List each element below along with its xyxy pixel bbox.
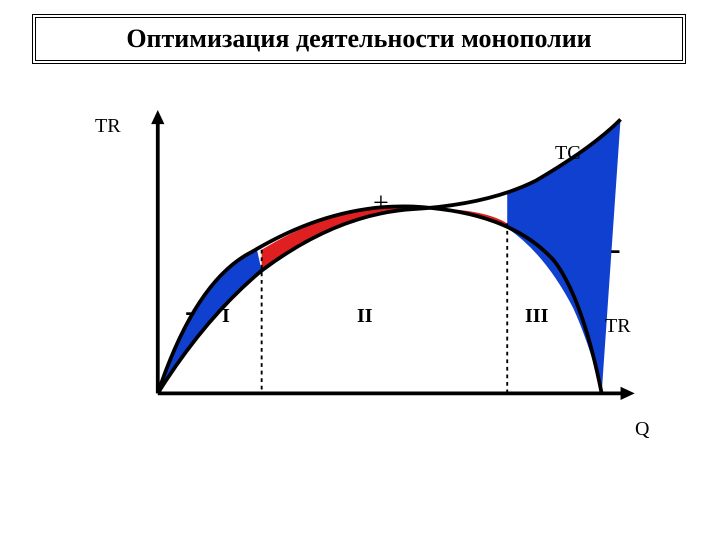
x-axis-arrow (621, 387, 635, 400)
plus-sign: + (373, 188, 389, 220)
tr-curve-label: TR (605, 315, 631, 338)
minus-right-sign: - (610, 230, 621, 267)
region-iii-label: III (525, 305, 548, 328)
minus-left-sign: - (185, 292, 196, 329)
y-axis-arrow (151, 110, 164, 124)
y-axis-label: TR (95, 115, 121, 138)
chart-container: TR Q TC TR + - - I II III (95, 110, 655, 450)
region-ii-label: II (357, 305, 373, 328)
title-box: Оптимизация деятельности монополии (32, 14, 686, 64)
tc-curve-label: TC (555, 142, 581, 165)
x-axis-label: Q (635, 418, 649, 441)
title-text: Оптимизация деятельности монополии (126, 24, 591, 53)
region-i-label: I (222, 305, 230, 328)
